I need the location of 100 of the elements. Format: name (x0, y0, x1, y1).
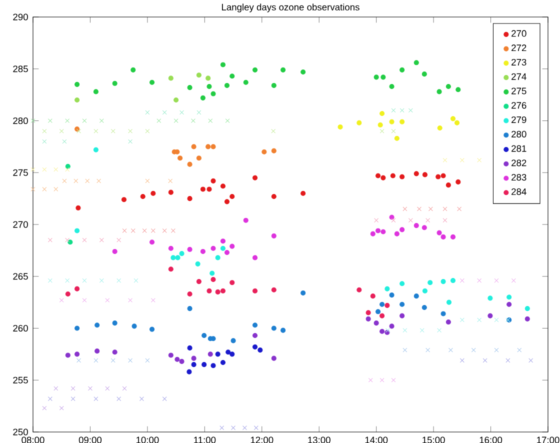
point (142, 228, 147, 233)
point (187, 246, 192, 252)
point (271, 194, 276, 200)
point (225, 118, 230, 123)
point (374, 74, 379, 80)
point (494, 278, 499, 283)
point (477, 158, 482, 162)
point (94, 348, 100, 354)
point (368, 378, 373, 382)
point (422, 172, 428, 178)
point (506, 294, 512, 300)
point (422, 304, 427, 310)
point (271, 287, 276, 292)
point (210, 276, 216, 282)
point (122, 228, 127, 233)
point (394, 231, 400, 236)
point (65, 278, 70, 283)
point (200, 186, 206, 192)
point (380, 302, 385, 307)
point (174, 97, 179, 103)
point (65, 118, 70, 123)
point (390, 173, 396, 178)
point (128, 128, 133, 134)
point (42, 167, 47, 172)
point (210, 246, 216, 251)
point (384, 286, 390, 292)
point (54, 186, 58, 192)
point (200, 248, 206, 254)
point (191, 144, 196, 150)
point (76, 358, 82, 363)
point (220, 288, 226, 294)
x-tick-label: 12:00 (250, 436, 274, 443)
point (391, 108, 396, 113)
point (477, 278, 482, 283)
point (93, 89, 98, 94)
point (42, 186, 47, 192)
point (488, 296, 493, 301)
point (149, 80, 155, 85)
point (402, 328, 408, 333)
point (110, 128, 116, 134)
point (230, 280, 235, 286)
point (224, 199, 230, 204)
point (524, 316, 530, 322)
point (226, 350, 231, 355)
point (252, 175, 258, 180)
legend-label: 276 (512, 102, 526, 109)
point (170, 228, 176, 233)
point (156, 118, 162, 123)
point (380, 229, 386, 234)
point (145, 110, 150, 115)
point (94, 128, 98, 134)
point (196, 72, 202, 78)
point (442, 158, 448, 162)
point (140, 194, 146, 200)
point (280, 67, 286, 72)
point (206, 84, 212, 90)
point (68, 240, 73, 245)
point (42, 406, 47, 410)
point (457, 206, 462, 212)
y-tick-label: 290 (13, 14, 28, 20)
legend-label: 275 (512, 88, 526, 94)
point (210, 363, 216, 368)
point (220, 426, 224, 430)
point (271, 233, 276, 238)
legend-label: 280 (512, 130, 526, 138)
point (380, 128, 384, 134)
legend-label: 279 (512, 116, 526, 124)
point (456, 179, 461, 184)
point (230, 74, 235, 79)
point (271, 82, 276, 88)
point (187, 196, 192, 202)
point (262, 149, 267, 154)
point (446, 84, 451, 90)
y-tick-label: 270 (13, 221, 28, 228)
point (380, 110, 385, 116)
point (511, 278, 516, 283)
point (243, 218, 248, 223)
point (506, 358, 510, 363)
point (215, 255, 220, 260)
point (389, 84, 394, 90)
legend-label: 281 (512, 145, 526, 152)
point (62, 139, 67, 144)
point (149, 240, 155, 245)
x-tick-label: 10:00 (136, 436, 159, 443)
point (271, 128, 276, 134)
y-tick-label: 265 (13, 273, 28, 280)
point (243, 80, 248, 85)
point (48, 238, 52, 242)
point (517, 348, 522, 352)
point (168, 76, 174, 81)
point (121, 197, 127, 202)
point (112, 80, 118, 86)
point (200, 95, 206, 100)
point (74, 352, 80, 357)
point (178, 156, 183, 161)
point (414, 223, 419, 228)
point (130, 67, 136, 72)
point (82, 298, 87, 302)
point (70, 396, 76, 402)
point (428, 280, 433, 286)
